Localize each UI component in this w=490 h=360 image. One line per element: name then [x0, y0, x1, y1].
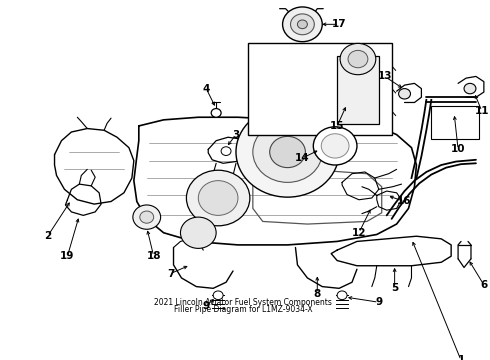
Text: 3: 3	[232, 130, 240, 140]
Circle shape	[398, 89, 411, 99]
Bar	[248, 44, 392, 135]
Circle shape	[221, 147, 231, 156]
Text: 12: 12	[352, 228, 366, 238]
Circle shape	[321, 134, 349, 158]
Text: Filler Pipe Diagram for L1MZ-9034-X: Filler Pipe Diagram for L1MZ-9034-X	[173, 305, 312, 314]
Text: 2021 Lincoln Aviator Fuel System Components: 2021 Lincoln Aviator Fuel System Compone…	[154, 298, 332, 307]
Text: 17: 17	[332, 19, 346, 29]
Circle shape	[211, 109, 221, 117]
Text: 15: 15	[330, 121, 344, 131]
Circle shape	[291, 14, 314, 35]
Circle shape	[297, 20, 307, 29]
Text: 7: 7	[167, 269, 174, 279]
Circle shape	[464, 84, 476, 94]
Text: 9: 9	[375, 297, 382, 307]
Bar	[337, 57, 379, 124]
Text: 19: 19	[60, 251, 74, 261]
Bar	[431, 106, 479, 139]
Text: 6: 6	[480, 280, 488, 290]
Text: 14: 14	[295, 153, 310, 163]
Circle shape	[313, 127, 357, 165]
Circle shape	[186, 170, 250, 226]
Text: 18: 18	[147, 251, 161, 261]
Circle shape	[337, 291, 347, 300]
Circle shape	[283, 7, 322, 42]
Circle shape	[340, 44, 376, 75]
Text: 16: 16	[397, 197, 412, 207]
Text: 5: 5	[391, 283, 398, 293]
Text: 9: 9	[203, 301, 210, 311]
Circle shape	[133, 205, 161, 229]
Circle shape	[198, 181, 238, 215]
Circle shape	[270, 136, 305, 168]
Text: 4: 4	[202, 84, 210, 94]
Circle shape	[180, 217, 216, 248]
Text: 10: 10	[451, 144, 465, 154]
Circle shape	[253, 122, 322, 183]
Circle shape	[213, 291, 223, 300]
Text: 1: 1	[458, 355, 465, 360]
Text: 2: 2	[44, 231, 51, 241]
Circle shape	[140, 211, 154, 223]
Circle shape	[348, 50, 368, 68]
Text: 13: 13	[377, 71, 392, 81]
Text: 11: 11	[475, 106, 489, 116]
Circle shape	[236, 107, 339, 197]
Text: 8: 8	[314, 289, 321, 298]
